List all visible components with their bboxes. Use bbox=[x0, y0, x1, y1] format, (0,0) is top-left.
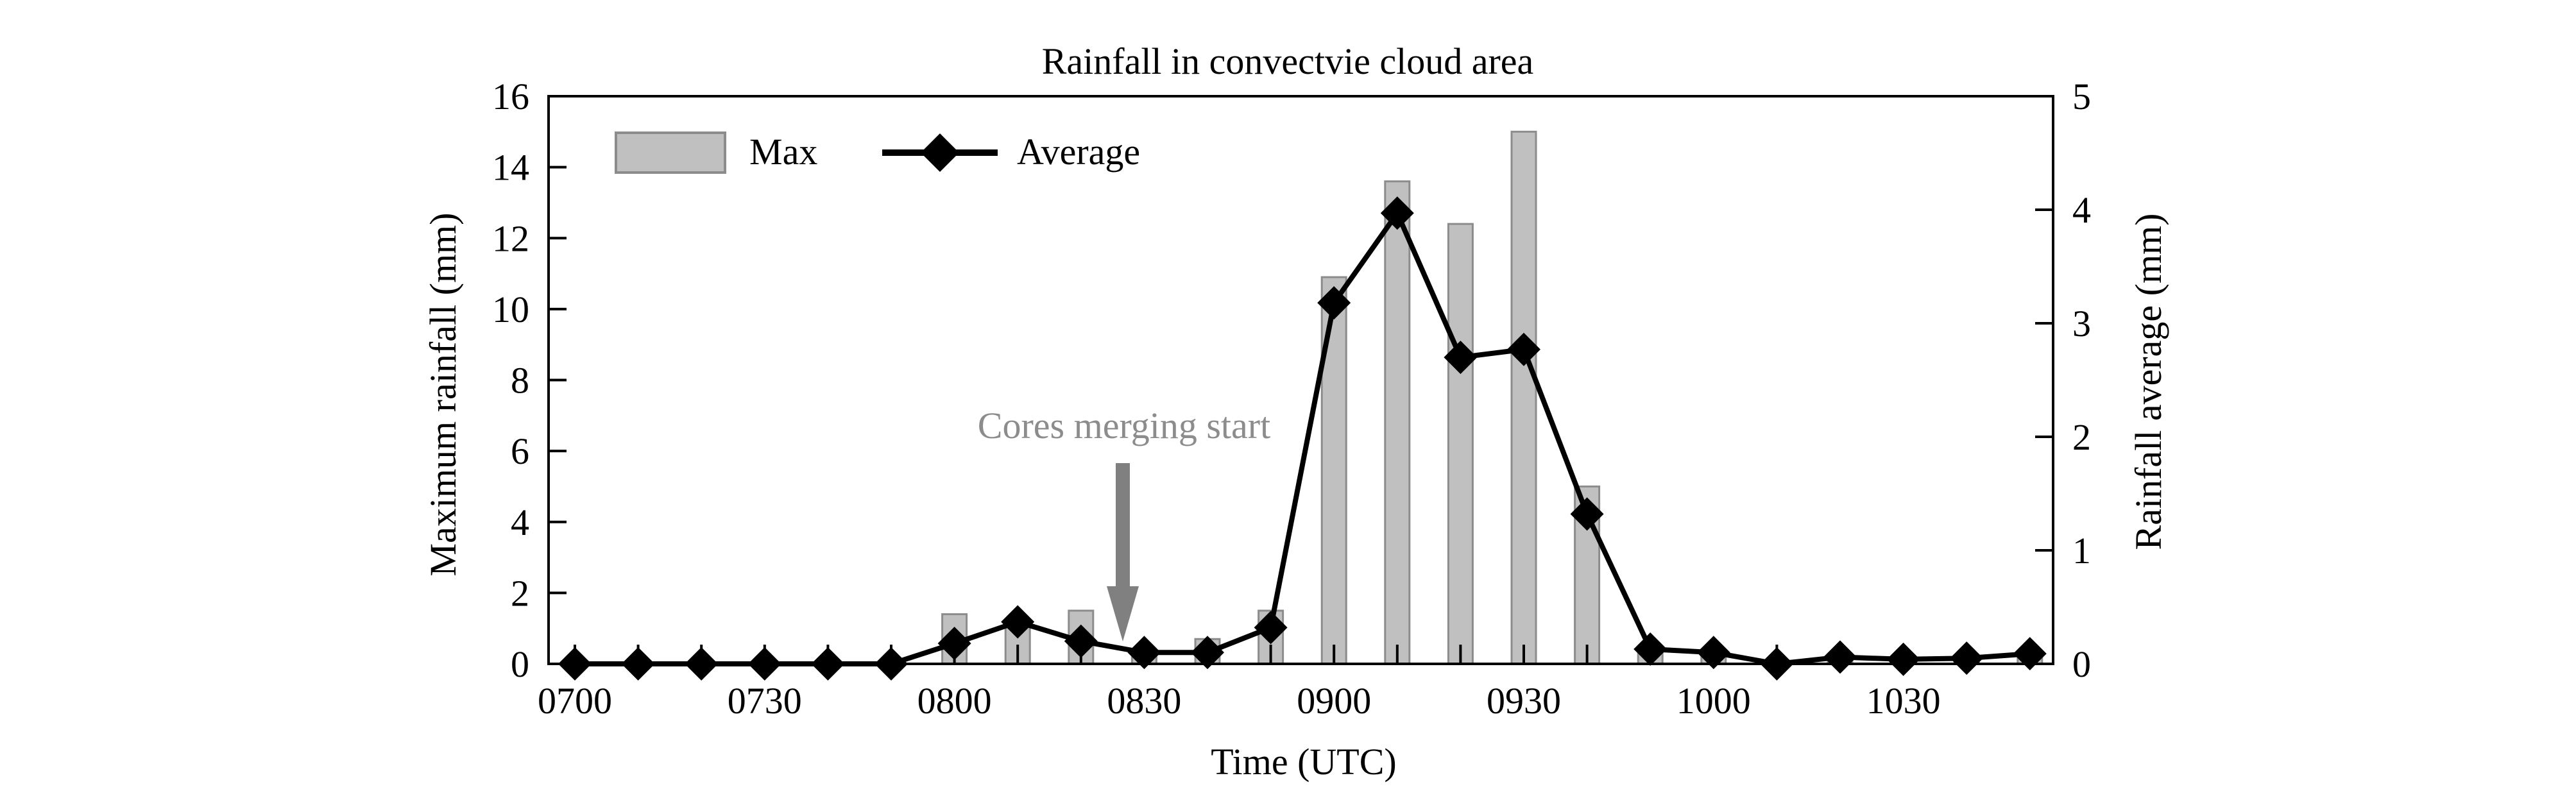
average-marker-0910 bbox=[1380, 196, 1414, 230]
x-tick-label: 1030 bbox=[1866, 680, 1941, 722]
left-axis-ticks: 0 2 4 6 8 10 12 14 16 bbox=[492, 76, 567, 685]
average-marker-0810 bbox=[1001, 605, 1035, 639]
x-tick-label: 1000 bbox=[1676, 680, 1751, 722]
annotation-arrow-head bbox=[1107, 586, 1139, 641]
legend-max-swatch bbox=[615, 131, 726, 174]
average-marker-0920 bbox=[1444, 341, 1478, 375]
right-tick-label: 3 bbox=[2072, 303, 2091, 344]
annotation-arrow-shaft bbox=[1116, 463, 1130, 586]
legend-average-label: Average bbox=[1017, 131, 1140, 173]
x-tick-label: 0730 bbox=[728, 680, 802, 722]
average-marker-0800 bbox=[937, 627, 971, 661]
x-tick-label: 0800 bbox=[917, 680, 992, 722]
x-axis-ticks: 0700 0730 0800 0830 0900 0930 1000 1030 bbox=[538, 645, 2031, 722]
annotation-text: Cores merging start bbox=[978, 405, 1270, 446]
merge-annotation: Cores merging start bbox=[978, 405, 1270, 641]
right-tick-label: 5 bbox=[2072, 76, 2091, 117]
left-tick-label: 16 bbox=[492, 76, 529, 117]
left-tick-label: 4 bbox=[511, 502, 529, 543]
left-tick-label: 0 bbox=[511, 643, 529, 685]
average-series bbox=[558, 196, 2047, 681]
average-marker-0930 bbox=[1507, 332, 1540, 366]
chart-title: Rainfall in convectvie cloud area bbox=[1042, 40, 1534, 82]
x-axis-label: Time (UTC) bbox=[1211, 741, 1397, 783]
average-marker-0900 bbox=[1317, 286, 1351, 320]
right-tick-label: 1 bbox=[2072, 530, 2091, 572]
average-marker-0940 bbox=[1570, 497, 1604, 531]
max-bar-0920 bbox=[1447, 223, 1474, 665]
legend-average-marker bbox=[921, 133, 959, 172]
x-tick-label: 0830 bbox=[1107, 680, 1181, 722]
x-tick-label: 0930 bbox=[1487, 680, 1561, 722]
left-tick-label: 6 bbox=[511, 430, 529, 472]
right-tick-label: 2 bbox=[2072, 416, 2091, 458]
x-tick-label: 0900 bbox=[1297, 680, 1371, 722]
average-marker-0820 bbox=[1064, 624, 1098, 658]
max-bar-0930 bbox=[1510, 130, 1537, 665]
right-axis-label: Rainfall average (mm) bbox=[2128, 214, 2169, 550]
average-marker-0850 bbox=[1254, 611, 1288, 645]
right-tick-label: 0 bbox=[2072, 643, 2091, 685]
max-bars bbox=[941, 130, 2043, 665]
right-tick-label: 4 bbox=[2072, 189, 2091, 231]
left-tick-label: 12 bbox=[492, 217, 529, 259]
legend: Max Average bbox=[615, 131, 1140, 174]
left-tick-label: 14 bbox=[492, 147, 529, 189]
left-axis-label: Maximum rainfall (mm) bbox=[422, 213, 464, 577]
average-line bbox=[575, 210, 2031, 666]
right-axis-ticks: 0 1 2 3 4 5 bbox=[2035, 76, 2091, 685]
plot-frame bbox=[547, 95, 2054, 665]
x-tick-label: 0700 bbox=[538, 680, 612, 722]
left-tick-label: 8 bbox=[511, 360, 529, 402]
left-tick-label: 2 bbox=[511, 572, 529, 614]
max-bar-0910 bbox=[1384, 180, 1411, 665]
left-tick-label: 10 bbox=[492, 289, 529, 330]
axes bbox=[547, 95, 2054, 665]
legend-max-label: Max bbox=[749, 131, 817, 173]
